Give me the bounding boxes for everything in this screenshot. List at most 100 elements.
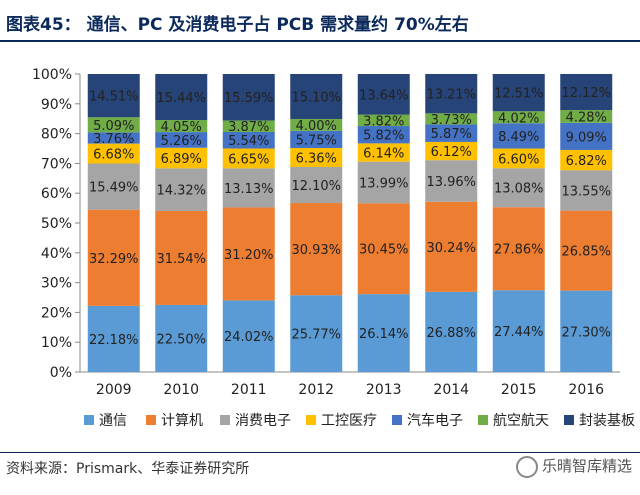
title-divider [0, 40, 640, 42]
bar-segment [155, 147, 208, 169]
data-label: 3.76% [93, 132, 134, 147]
data-label: 31.54% [156, 252, 206, 267]
bar-segment [492, 74, 545, 112]
bar-segment [425, 124, 478, 142]
y-tick-label: 0% [50, 365, 72, 381]
data-label: 13.99% [359, 177, 409, 192]
stacked-bar-chart: 0% 10% 20% 30% 40% 50% 60% 70% 80% 90% 100% 2009 201… [32, 67, 635, 429]
legend-swatch [220, 415, 230, 425]
bar-segment [290, 73, 343, 119]
bar-segment [492, 168, 545, 208]
legend-label: 封装基板 [579, 412, 635, 429]
data-label: 13.55% [561, 184, 611, 199]
source-note: 资料来源：Prismark、华泰证券研究所 [6, 461, 250, 477]
bar-segment [357, 161, 410, 204]
bar-segment [560, 170, 613, 211]
bar-segment [222, 300, 275, 372]
bar-segment [87, 305, 140, 372]
legend-swatch [84, 415, 94, 425]
data-label: 6.65% [228, 152, 269, 167]
x-tick-label: 2009 [96, 382, 132, 398]
data-label: 4.05% [161, 120, 202, 135]
data-label: 13.13% [224, 182, 274, 197]
bar-segment [290, 118, 343, 131]
data-label: 26.85% [561, 245, 611, 260]
legend-label: 工控医疗 [321, 413, 377, 429]
legend-swatch [306, 415, 316, 425]
x-tick-label: 2016 [568, 382, 604, 398]
bar-segment [155, 168, 208, 211]
bar-segment [357, 74, 410, 115]
legend-label: 计算机 [161, 413, 203, 429]
data-label: 14.51% [89, 90, 139, 105]
data-label: 5.82% [363, 129, 404, 144]
data-label: 13.96% [426, 175, 476, 190]
legend-label: 汽车电子 [407, 412, 463, 429]
data-label: 6.68% [93, 148, 134, 163]
bar-segment [560, 110, 613, 123]
data-label: 5.09% [93, 119, 134, 134]
y-tick-label: 80% [41, 127, 72, 143]
watermark-text: 乐晴智库精选 [541, 457, 632, 475]
data-label: 24.02% [224, 330, 274, 345]
legend-swatch [392, 415, 402, 425]
data-label: 26.14% [359, 327, 409, 342]
data-label: 15.59% [224, 91, 274, 106]
bar-segment [560, 290, 613, 372]
bar-segment [357, 294, 410, 372]
bar-segment [290, 148, 343, 167]
bar-segment [222, 207, 275, 301]
data-label: 6.12% [431, 145, 472, 160]
legend-label: 通信 [99, 413, 127, 429]
bar-segment [560, 73, 613, 111]
y-tick-label: 50% [41, 216, 72, 232]
data-label: 13.21% [426, 88, 476, 103]
footer-divider [0, 452, 640, 453]
bar-segment [87, 74, 140, 118]
bar-segment [222, 131, 275, 149]
x-tick-label: 2013 [366, 382, 402, 398]
data-label: 15.44% [156, 91, 206, 106]
x-tick-label: 2010 [163, 382, 199, 398]
data-label: 6.82% [566, 154, 607, 169]
bar-segment [222, 74, 275, 121]
bar-segment [155, 74, 208, 121]
bar-segment [425, 141, 478, 161]
bar-segment [560, 122, 613, 150]
data-label: 31.20% [224, 248, 274, 263]
bar-segment [357, 143, 410, 162]
y-tick-label: 90% [41, 97, 72, 113]
bar-segment [492, 111, 545, 124]
bar-segment [492, 123, 545, 149]
x-tick-label: 2011 [231, 382, 267, 398]
figure-header: 图表45： 通信、PC 及消费电子占 PCB 需求量约 70%左右 [0, 0, 640, 44]
data-label: 3.82% [363, 114, 404, 129]
x-tick-label: 2015 [501, 382, 537, 398]
bar-segment [222, 120, 275, 132]
data-label: 8.49% [498, 130, 539, 145]
legend-swatch [564, 415, 574, 425]
y-tick-label: 70% [41, 156, 72, 172]
bar-segment [357, 114, 410, 127]
bar-segment [290, 166, 343, 204]
data-label: 3.87% [228, 120, 269, 135]
data-label: 30.24% [426, 241, 476, 256]
data-label: 30.45% [359, 243, 409, 258]
bar-segment [290, 295, 343, 372]
data-label: 4.28% [566, 110, 607, 125]
bar-segment [492, 148, 545, 169]
legend-swatch [146, 415, 156, 425]
bar-segment [425, 291, 478, 372]
bar-segment [155, 210, 208, 305]
data-label: 15.49% [89, 181, 139, 196]
bar-segment [87, 143, 140, 164]
data-label: 9.09% [566, 130, 607, 145]
x-tick-label: 2014 [433, 382, 469, 398]
bar-segment [290, 130, 343, 149]
data-label: 4.02% [498, 111, 539, 126]
data-label: 6.89% [161, 152, 202, 167]
x-tick-label: 2012 [298, 382, 334, 398]
y-tick-label: 10% [41, 335, 72, 351]
figure-title: 图表45： 通信、PC 及消费电子占 PCB 需求量约 70%左右 [6, 15, 469, 35]
bar-segment [155, 304, 208, 372]
